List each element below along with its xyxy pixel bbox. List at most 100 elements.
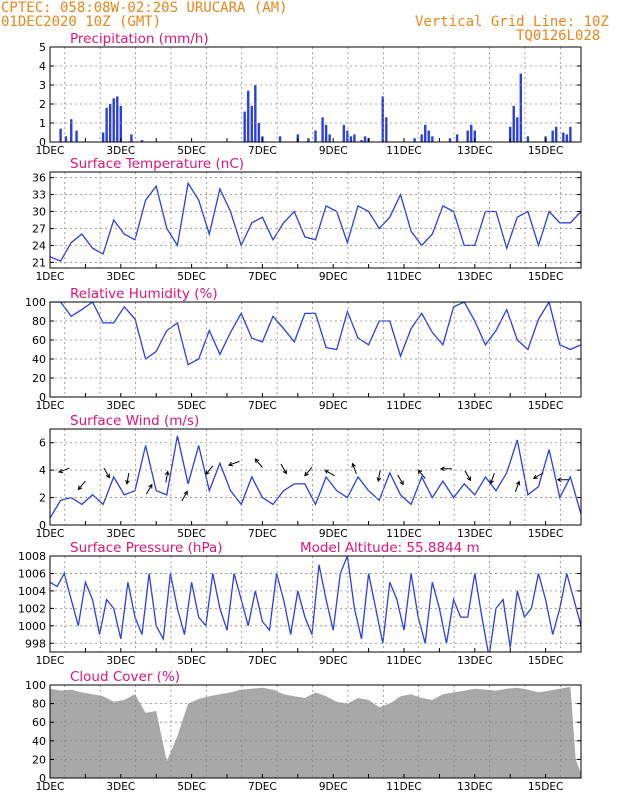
wind-vector-arrow [514,480,521,492]
panel-cloud [49,684,582,779]
x-tick-label: 11DEC [386,781,421,793]
precip-bar [321,117,324,142]
y-tick-label: 20 [32,753,46,766]
panel-wind [49,428,582,526]
x-tick-label: 5DEC [177,528,206,540]
precip-bar [349,136,353,142]
precip-bar [140,140,144,142]
pres-altitude-label: Model Altitude: 55.8844 m [300,540,480,556]
y-tick-label: 100 [25,296,46,309]
y-tick-label: 1 [39,117,46,130]
cloud-title: Cloud Cover (%) [70,669,180,685]
y-tick-label: 1002 [18,602,46,615]
y-tick-label: 20 [32,372,46,385]
precip-bar [324,124,328,142]
precip-bar [555,126,558,142]
precip-bar [116,96,119,142]
x-tick-label: 5DEC [177,781,206,793]
y-tick-label: 40 [32,735,46,748]
y-tick-label: 4 [39,60,46,73]
panel-grid-precip [50,47,581,142]
rh-title: Relative Humidity (%) [70,286,218,302]
panel-frame [49,555,582,653]
precip-bar [307,138,310,142]
x-tick-label: 7DEC [248,528,277,540]
precip-bar [75,130,78,142]
precip-bar [314,130,317,142]
precip-bar [519,73,523,142]
precip-bar [112,98,115,142]
wind-vector-arrow [489,473,495,485]
panel-temp [49,171,582,269]
precip-bar [346,130,349,142]
precip-bar [385,117,388,142]
wind-vector-arrow [145,483,153,495]
wind-vector-arrow [323,469,335,477]
temp-title: Surface Temperature (nC) [70,156,244,172]
y-tick-label: 2 [39,492,46,505]
precip-bar [101,132,105,142]
precip-bar [328,134,331,142]
wind-vector-arrow [77,480,86,491]
x-tick-label: 11DEC [386,528,421,540]
precip-bar [353,134,356,142]
x-tick-label: 7DEC [248,145,277,157]
panel-data-rh [50,302,581,366]
x-tick-label: 9DEC [319,400,348,412]
precip-bar [420,134,423,142]
y-tick-label: 27 [32,222,46,235]
wind-vector-arrow [439,466,452,472]
x-tick-label: 15DEC [528,145,563,157]
x-tick-label: 9DEC [319,528,348,540]
x-tick-label: 3DEC [106,400,135,412]
x-tick-label: 15DEC [528,655,563,667]
x-tick-label: 5DEC [177,400,206,412]
wind-vector-arrow [556,477,569,483]
wind-vector-arrow [125,472,130,485]
wind-vector-arrow [254,458,263,468]
panel-frame [49,301,582,398]
y-tick-label: 60 [32,716,46,729]
y-tick-label: 0 [39,391,46,404]
x-tick-label: 1DEC [36,271,65,283]
x-tick-label: 13DEC [457,145,492,157]
panel-frame [49,428,582,526]
wind-vector-arrow [181,490,188,502]
precip-bar [470,124,473,142]
precip-title: Precipitation (mm/h) [70,31,209,47]
temp-line [50,181,581,263]
chart-header: CPTEC: 058:08W-02:20S URUCARA (AM) 01DEC… [0,0,618,46]
y-tick-label: 2 [39,98,46,111]
precip-bar [466,130,469,142]
precip-bar [119,105,122,142]
precip-bar [59,128,62,142]
pres-title: Surface Pressure (hPa) [70,540,223,556]
panel-grid-cloud [50,685,581,778]
precip-bar [342,124,346,142]
x-tick-label: 15DEC [528,781,563,793]
wind-vector-arrow [397,474,404,486]
x-tick-label: 3DEC [106,145,135,157]
panel-grid-wind [50,429,581,525]
panel-data-temp [50,181,581,263]
x-tick-label: 11DEC [386,400,421,412]
precip-bar [516,117,519,142]
x-tick-label: 11DEC [386,145,421,157]
precip-bar [64,136,68,142]
panel-rh [49,301,582,398]
precip-bar [360,140,363,142]
grid-note: Vertical Grid Line: 10Z [415,14,609,30]
precip-bar [381,96,384,142]
x-tick-label: 3DEC [106,781,135,793]
x-tick-label: 13DEC [457,528,492,540]
precip-bar [130,134,133,142]
precip-bar [413,138,416,142]
y-tick-label: 1000 [18,620,46,633]
x-tick-label: 7DEC [248,271,277,283]
y-tick-label: 21 [32,256,46,269]
x-tick-label: 1DEC [36,400,65,412]
wind-vector-arrow [376,470,382,483]
precip-bar [455,134,459,142]
x-tick-label: 3DEC [106,528,135,540]
precip-bar [448,138,452,142]
